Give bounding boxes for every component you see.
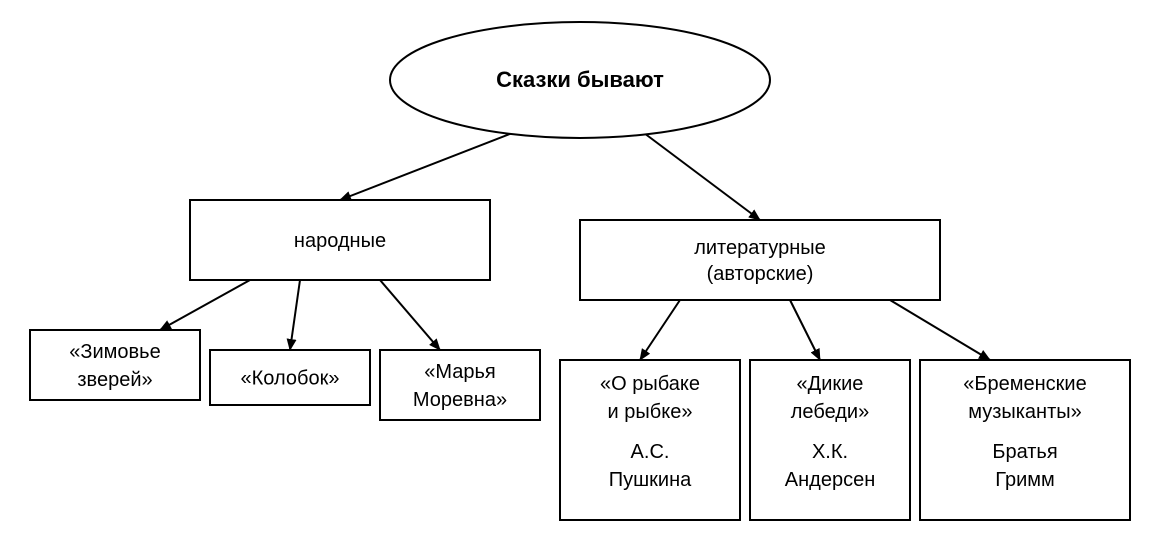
edge-arrow <box>340 130 520 200</box>
root-label: Сказки бывают <box>496 67 664 92</box>
edge-arrow <box>890 300 990 360</box>
edge-arrow <box>640 130 760 220</box>
edge-arrow <box>290 280 300 350</box>
category-label-folk: народные <box>294 230 386 252</box>
edge-arrow <box>160 280 250 330</box>
category-literary <box>580 220 940 300</box>
edge-arrow <box>640 300 680 360</box>
edge-arrow <box>380 280 440 350</box>
edge-arrow <box>790 300 820 360</box>
leaf-label-kolobok: «Колобок» <box>241 368 340 390</box>
